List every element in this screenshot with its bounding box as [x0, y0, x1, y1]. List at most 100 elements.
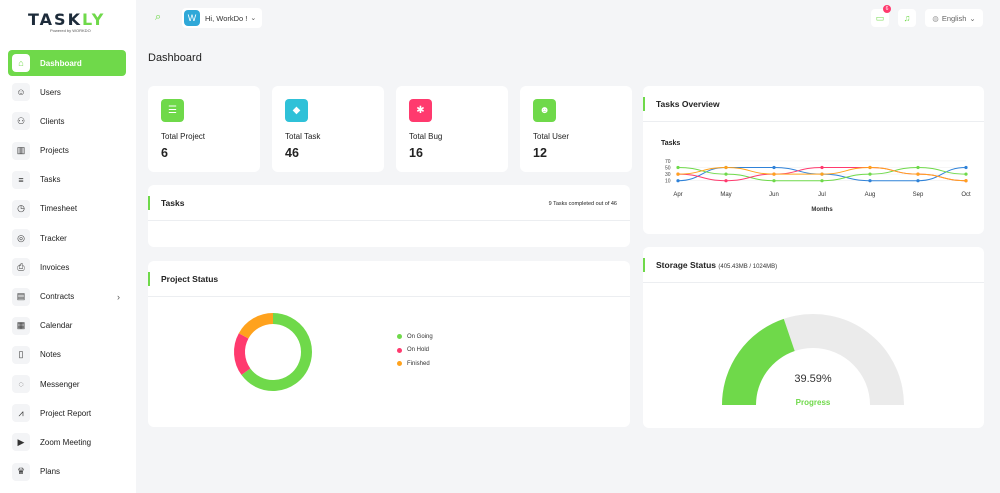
legend-swatch [397, 334, 402, 340]
video-icon: ▶ [12, 433, 30, 452]
sidebar-item-label: Project Report [40, 408, 92, 418]
donut-slice-on-hold[interactable] [234, 333, 251, 375]
building-icon: ▥ [12, 141, 30, 160]
sidebar-item-invoices[interactable]: ⎙ Invoices [8, 254, 126, 280]
project-status-header: Project Status [148, 261, 630, 297]
project-status-donut [234, 313, 312, 391]
chart-line-icon: ⩘ [12, 404, 30, 423]
storage-status-header: Storage Status (405.43MB / 1024MB) [643, 247, 984, 283]
chevron-right-icon: › [117, 291, 120, 302]
data-point[interactable] [724, 172, 728, 176]
data-point[interactable] [676, 172, 680, 176]
sidebar-item-timesheet[interactable]: ◷ Timesheet [8, 196, 126, 222]
sidebar-item-dashboard[interactable]: ⌂ Dashboard [8, 50, 126, 76]
data-point[interactable] [868, 172, 872, 176]
data-point[interactable] [964, 165, 968, 170]
data-point[interactable] [772, 165, 776, 170]
data-point[interactable] [820, 172, 824, 176]
data-point[interactable] [868, 179, 872, 183]
data-point[interactable] [772, 179, 776, 183]
watch-icon: ◎ [12, 229, 30, 248]
globe-icon: ◍ [932, 13, 939, 23]
data-point[interactable] [916, 172, 920, 176]
sidebar-item-label: Timesheet [40, 204, 78, 214]
project-status-card: Project Status [148, 261, 630, 427]
legend-label: On Hold [407, 347, 430, 354]
data-point[interactable] [724, 165, 728, 170]
tasks-overview-header: Tasks Overview [643, 86, 984, 122]
sidebar-item-label: Calendar [40, 321, 73, 331]
legend-swatch [397, 347, 402, 353]
language-select[interactable]: ◍ English ⌄ [925, 9, 983, 27]
data-point[interactable] [676, 179, 680, 183]
sidebar-item-label: Contracts [40, 292, 75, 301]
sidebar-item-notes[interactable]: ▯ Notes [8, 342, 126, 368]
sidebar-item-project-report[interactable]: ⩘ Project Report [8, 400, 126, 426]
list-icon: ≡ [12, 170, 30, 189]
sidebar-item-label: Users [40, 87, 61, 97]
stat-value: 6 [161, 146, 168, 160]
data-point[interactable] [724, 179, 728, 183]
data-point[interactable] [916, 179, 920, 183]
sidebar-item-label: Tasks [40, 175, 61, 185]
data-point[interactable] [676, 165, 680, 170]
stat-card-total-user: ☻ Total User 12 [520, 86, 632, 172]
header-accent-bar [643, 97, 645, 111]
gauge-fill [722, 318, 795, 405]
legend-swatch [397, 361, 402, 367]
sidebar-item-label: Messenger [40, 379, 80, 389]
trophy-icon: ♛ [12, 462, 30, 481]
storage-percent: 39.59% [794, 373, 832, 385]
legend-item[interactable]: On Going [397, 330, 433, 344]
page-title: Dashboard [148, 52, 202, 64]
user-menu-button[interactable]: W Hi, WorkDo ! ⌄ [182, 8, 263, 28]
legend-item[interactable]: On Hold [397, 344, 433, 358]
sidebar-item-tracker[interactable]: ◎ Tracker [8, 225, 126, 251]
tasks-completed-summary: 9 Tasks completed out of 46 [548, 201, 617, 207]
donut-slice-on-going[interactable] [241, 313, 312, 391]
sidebar-item-users[interactable]: ☺ Users [8, 79, 126, 105]
data-point[interactable] [820, 179, 824, 183]
sidebar-item-label: Plans [40, 467, 61, 477]
sidebar-item-projects[interactable]: ▥ Projects [8, 138, 126, 164]
storage-usage-text: (405.43MB / 1024MB) [718, 264, 778, 270]
sidebar-item-zoom-meeting[interactable]: ▶ Zoom Meeting [8, 429, 126, 455]
messages-button[interactable]: ▭ 6 [871, 5, 891, 27]
storage-gauge: 39.59% Progress [722, 314, 904, 407]
sidebar-item-clients[interactable]: ⚇ Clients [8, 108, 126, 134]
user-icon: ☺ [12, 83, 30, 102]
data-point[interactable] [916, 165, 920, 170]
data-point[interactable] [772, 172, 776, 176]
sidebar-item-calendar[interactable]: ▦ Calendar [8, 313, 126, 339]
tasks-card-header: Tasks 9 Tasks completed out of 46 [148, 185, 630, 221]
tag-icon: ◆ [285, 99, 308, 122]
sidebar: TASKLY Powered by WORKDO ⌂ Dashboard ☺ User… [0, 0, 136, 493]
notifications-button[interactable]: ♫ [898, 9, 916, 27]
data-point[interactable] [964, 172, 968, 176]
stat-label: Total User [533, 132, 570, 141]
stat-label: Total Task [285, 132, 321, 141]
app-logo[interactable]: TASKLY Powered by WORKDO [28, 10, 118, 36]
chevron-down-icon: ⌄ [250, 15, 257, 22]
stat-value: 46 [285, 146, 299, 160]
sidebar-item-messenger[interactable]: ◌ Messenger [8, 371, 126, 397]
sidebar-item-contracts[interactable]: ▤ Contracts › [8, 284, 126, 310]
stat-label: Total Project [161, 132, 206, 141]
donut-slice-finished[interactable] [238, 313, 274, 339]
data-point[interactable] [868, 165, 872, 170]
avatar: W [184, 10, 200, 26]
sidebar-item-label: Invoices [40, 262, 70, 272]
legend-item[interactable]: Finished [397, 357, 433, 371]
x-tick-label: Jul [818, 192, 826, 198]
x-tick-label: Jun [769, 192, 779, 198]
search-icon[interactable]: ⌕ [155, 11, 162, 23]
list-check-icon: ☰ [161, 99, 184, 122]
data-point[interactable] [820, 165, 824, 170]
stat-value: 16 [409, 146, 423, 160]
stat-card-total-task: ◆ Total Task 46 [272, 86, 384, 172]
sidebar-item-tasks[interactable]: ≡ Tasks [8, 167, 126, 193]
sidebar-item-plans[interactable]: ♛ Plans [8, 459, 126, 485]
sidebar-item-label: Zoom Meeting [40, 437, 92, 447]
data-point[interactable] [964, 179, 968, 183]
